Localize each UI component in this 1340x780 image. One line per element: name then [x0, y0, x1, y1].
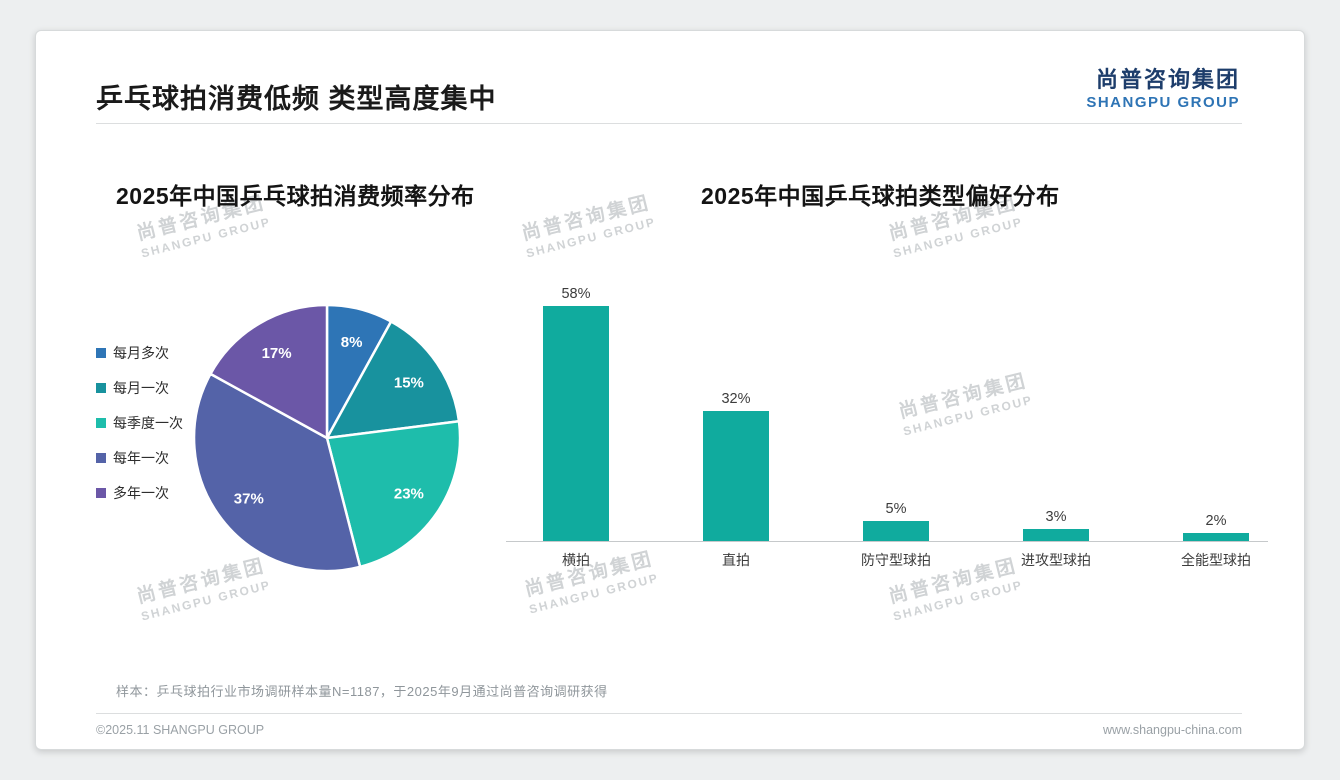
page-title: 乒乓球拍消费低频 类型高度集中 — [96, 84, 497, 114]
bar-slot: 2% — [1136, 513, 1296, 541]
legend-swatch — [96, 488, 106, 498]
pie-chart: 8% 15% 23% 37% 17% — [192, 303, 462, 573]
bar-x-axis — [506, 541, 1268, 542]
legend-label: 每季度一次 — [113, 415, 183, 431]
legend-swatch — [96, 383, 106, 393]
legend-label: 每月多次 — [113, 345, 169, 361]
legend-item: 每年一次 — [96, 450, 183, 466]
company-logo: 尚普咨询集团 SHANGPU GROUP — [1086, 67, 1240, 112]
legend-swatch — [96, 418, 106, 428]
legend-item: 每月一次 — [96, 380, 183, 396]
pie-data-label: 8% — [341, 334, 363, 351]
bar-slot: 58% — [496, 286, 656, 541]
bar — [1183, 533, 1249, 541]
bar-category-label: 直拍 — [722, 552, 750, 568]
bar-value-label: 58% — [561, 286, 591, 302]
bar-slot: 3% — [976, 509, 1136, 541]
slide: 尚普咨询集团 SHANGPU GROUP 尚普咨询集团 SHANGPU GROU… — [35, 30, 1305, 750]
sample-footnote: 样本：乒乓球拍行业市场调研样本量N=1187，于2025年9月通过尚普咨询调研获… — [116, 684, 608, 699]
legend-item: 每季度一次 — [96, 415, 183, 431]
bar-slot: 32% — [656, 391, 816, 541]
legend-item: 每月多次 — [96, 345, 183, 361]
bar-category-label: 防守型球拍 — [861, 552, 931, 568]
legend-label: 每月一次 — [113, 380, 169, 396]
watermark: 尚普咨询集团 SHANGPU GROUP — [518, 187, 658, 261]
bar-chart-plot: 58% 32% 5% 3% 2% — [496, 282, 1296, 541]
bar — [863, 521, 929, 541]
bar-category-label: 进攻型球拍 — [1021, 552, 1091, 568]
pie-data-label: 37% — [234, 491, 264, 508]
pie-data-label: 23% — [394, 486, 424, 503]
bar-category-axis: 横拍 直拍 防守型球拍 进攻型球拍 全能型球拍 — [496, 550, 1296, 570]
pie-slice — [192, 372, 362, 573]
legend-label: 每年一次 — [113, 450, 169, 466]
bar-category-label: 全能型球拍 — [1181, 552, 1251, 568]
bar-category-label: 横拍 — [562, 552, 590, 568]
bar-slot: 5% — [816, 501, 976, 541]
bar — [703, 411, 769, 541]
pie-data-label: 15% — [394, 374, 424, 391]
pie-data-label: 17% — [262, 345, 292, 362]
copyright-text: ©2025.11 SHANGPU GROUP — [96, 723, 265, 737]
pie-slice — [209, 303, 329, 440]
pie-legend: 每月多次每月一次每季度一次每年一次多年一次 — [96, 345, 183, 501]
logo-cn-text: 尚普咨询集团 — [1095, 67, 1240, 92]
logo-en-text: SHANGPU GROUP — [1086, 94, 1240, 112]
website-text: www.shangpu-china.com — [1103, 723, 1242, 737]
pie-slice — [325, 320, 461, 440]
bar-value-label: 32% — [721, 391, 751, 407]
legend-label: 多年一次 — [113, 485, 169, 501]
legend-item: 多年一次 — [96, 485, 183, 501]
footer-divider — [96, 713, 1242, 714]
legend-swatch — [96, 453, 106, 463]
bar-value-label: 3% — [1045, 509, 1067, 525]
pie-chart-title: 2025年中国乒乓球拍消费频率分布 — [116, 183, 475, 209]
bar — [543, 306, 609, 541]
pie-slice — [325, 420, 462, 569]
bar-chart-title: 2025年中国乒乓球拍类型偏好分布 — [701, 183, 1060, 209]
bar-value-label: 5% — [885, 501, 907, 517]
bar-value-label: 2% — [1205, 513, 1227, 529]
legend-swatch — [96, 348, 106, 358]
bar — [1023, 529, 1089, 541]
header-divider — [96, 123, 1242, 124]
